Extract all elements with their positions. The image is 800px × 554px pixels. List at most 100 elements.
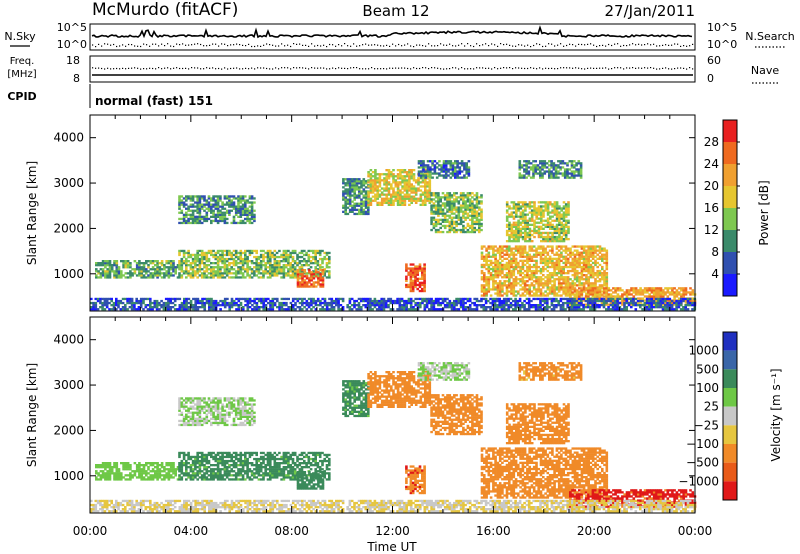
power-cell xyxy=(568,172,572,175)
power-cell xyxy=(555,223,559,226)
power-cell xyxy=(403,197,407,200)
power-cell xyxy=(532,166,535,169)
power-cell xyxy=(478,220,481,223)
power-cell xyxy=(575,291,579,294)
power-cell xyxy=(318,249,322,253)
power-cell xyxy=(567,231,570,235)
power-cell xyxy=(237,199,240,202)
power-cell xyxy=(299,277,302,280)
power-cell xyxy=(510,253,513,256)
power-cell xyxy=(257,255,261,259)
power-cell xyxy=(189,195,193,198)
noise-dot xyxy=(617,43,619,45)
power-cell xyxy=(185,213,188,216)
power-cell xyxy=(225,264,229,267)
power-cell xyxy=(234,197,238,200)
power-cell xyxy=(275,272,279,275)
power-cell xyxy=(316,260,320,263)
power-cell xyxy=(510,249,513,252)
power-cell xyxy=(533,219,536,222)
power-cell xyxy=(317,283,320,286)
noise-dot xyxy=(449,43,451,45)
power-cell xyxy=(448,220,452,223)
power-cell xyxy=(410,171,413,174)
power-cell xyxy=(478,230,481,234)
power-cell xyxy=(299,285,302,288)
power-cell xyxy=(351,186,354,189)
power-cell xyxy=(480,290,484,293)
power-cell xyxy=(483,292,486,295)
power-cell xyxy=(524,221,527,224)
power-cell xyxy=(553,235,557,239)
power-cell xyxy=(228,262,231,265)
noise-dot xyxy=(191,44,193,46)
power-cell xyxy=(544,263,547,267)
power-cell xyxy=(580,276,584,279)
power-cell xyxy=(165,270,168,273)
power-cell xyxy=(539,160,542,163)
power-cell xyxy=(216,211,220,214)
nave-dot xyxy=(524,67,526,70)
power-cell xyxy=(594,280,597,283)
power-cell xyxy=(130,301,134,305)
power-cell xyxy=(210,211,213,214)
power-cell xyxy=(259,262,263,265)
power-cell xyxy=(557,164,560,167)
power-cell xyxy=(566,292,570,295)
power-cell xyxy=(241,268,245,271)
power-cell xyxy=(487,247,491,250)
power-cell xyxy=(180,199,184,202)
power-cell xyxy=(422,166,425,169)
power-cell xyxy=(473,220,476,223)
power-cell xyxy=(557,253,561,256)
power-cell xyxy=(180,221,184,225)
power-cell xyxy=(475,214,479,217)
power-cell xyxy=(232,195,236,198)
power-cell xyxy=(473,204,476,207)
power-cell xyxy=(605,267,609,271)
power-cell xyxy=(303,283,307,286)
nave-dot xyxy=(245,67,247,69)
power-cell xyxy=(367,175,370,178)
power-cell xyxy=(465,168,468,171)
power-cell xyxy=(104,260,107,263)
power-cell xyxy=(535,294,538,297)
power-cell xyxy=(434,196,438,199)
power-cell xyxy=(228,211,231,214)
power-cell xyxy=(498,284,502,287)
power-cell xyxy=(194,217,197,221)
power-cell xyxy=(598,278,602,281)
power-cell xyxy=(383,183,386,186)
power-cell xyxy=(468,192,472,195)
power-cell xyxy=(575,164,578,167)
noise-dot xyxy=(551,43,553,45)
power-cell xyxy=(321,269,325,272)
power-cell xyxy=(564,249,568,252)
power-cell xyxy=(485,253,488,256)
noise-dot xyxy=(299,43,301,45)
power-cell xyxy=(316,264,320,267)
power-cell xyxy=(677,291,681,294)
power-cell xyxy=(225,253,229,257)
power-cell xyxy=(210,270,213,273)
power-cell xyxy=(578,287,581,290)
power-cell xyxy=(582,251,586,254)
power-cell xyxy=(248,260,252,263)
power-cell xyxy=(521,272,525,275)
power-cell xyxy=(241,197,245,200)
power-cell xyxy=(564,294,568,297)
power-cell xyxy=(639,297,642,300)
power-cell xyxy=(542,257,545,260)
power-cell xyxy=(269,274,272,277)
power-cell xyxy=(214,199,218,202)
power-cell xyxy=(167,301,170,305)
power-cell xyxy=(496,288,500,291)
power-cell xyxy=(450,216,454,219)
nave-dot xyxy=(161,68,163,70)
power-cell xyxy=(434,204,438,207)
power-cell xyxy=(475,202,479,205)
power-cell xyxy=(219,257,222,261)
power-cell xyxy=(652,303,656,306)
power-cell xyxy=(548,160,551,163)
power-cell xyxy=(232,249,236,253)
